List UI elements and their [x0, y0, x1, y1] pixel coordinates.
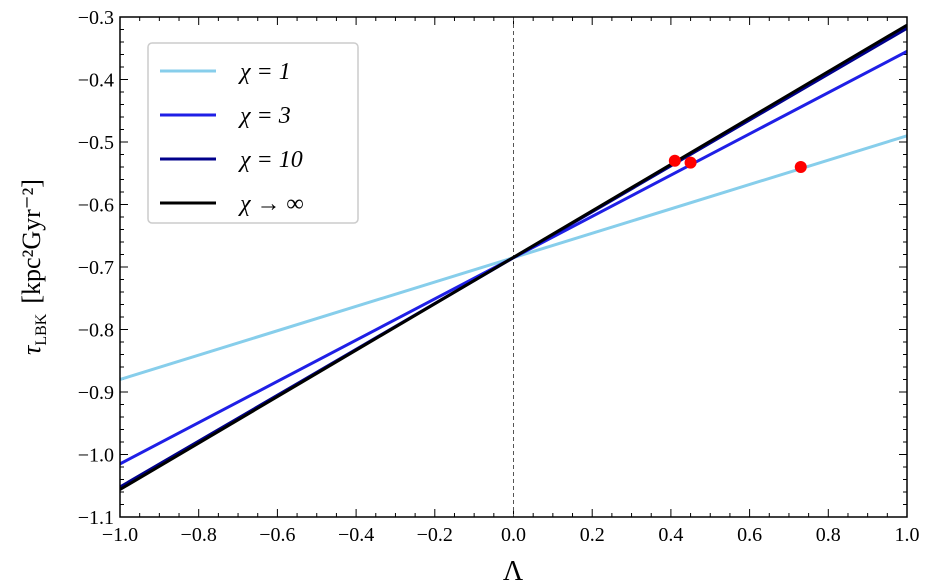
x-tick-label: −0.4 — [338, 524, 374, 546]
y-tick-label: −0.4 — [78, 70, 114, 92]
legend-label: χ = 3 — [238, 103, 291, 129]
x-tick-label: −0.8 — [181, 524, 217, 546]
point — [684, 156, 697, 169]
legend-label: χ = 10 — [238, 147, 303, 173]
legend-label: χ → ∞ — [238, 191, 304, 217]
y-tick-label: −0.6 — [78, 195, 114, 217]
legend-label: χ = 1 — [238, 59, 291, 85]
x-tick-label: −0.6 — [259, 524, 295, 546]
y-label-subscript: LBK — [33, 313, 50, 345]
x-axis-label: Λ — [503, 556, 524, 587]
point — [668, 154, 681, 167]
x-tick-label: 0.4 — [658, 524, 683, 546]
plot-frame — [119, 16, 908, 518]
y-axis-label: τLBK [kpc²Gyr⁻²] — [17, 179, 50, 355]
y-tick-label: −0.7 — [78, 257, 114, 279]
x-tick-label: 0.0 — [501, 524, 526, 546]
y-tick-label: −1.1 — [78, 507, 114, 529]
x-tick-label: −1.0 — [102, 524, 138, 546]
legend-box — [147, 42, 359, 224]
x-tick-label: −0.2 — [417, 524, 453, 546]
x-tick-label: 0.8 — [816, 524, 841, 546]
y-tick-label: −1.0 — [78, 445, 114, 467]
y-label-unit: [kpc²Gyr⁻²] — [17, 179, 46, 304]
x-tick-label: 1.0 — [895, 524, 920, 546]
series-line — [120, 23, 907, 491]
point — [794, 161, 807, 173]
y-tick-label: −0.9 — [78, 382, 114, 404]
x-tick-label: 0.6 — [737, 524, 762, 546]
y-tick-label: −0.5 — [78, 132, 114, 154]
y-tick-label: −0.8 — [78, 320, 114, 342]
x-tick-label: 0.2 — [580, 524, 605, 546]
y-label-symbol: τ — [17, 344, 46, 355]
y-tick-label: −0.3 — [78, 7, 114, 29]
